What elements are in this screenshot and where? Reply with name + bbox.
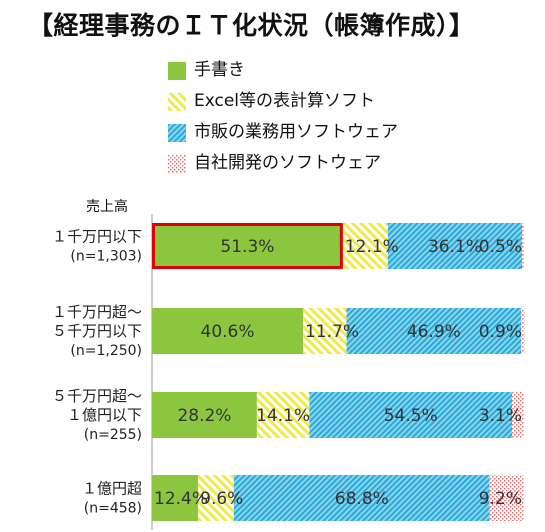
category-n-label-2: (n=255) [84, 427, 142, 443]
bar-segment-commercial-2 [309, 392, 513, 438]
value-label-excel-1: 11.7% [305, 322, 359, 342]
category-n-label-3: (n=458) [84, 501, 142, 517]
chart-title: 【経理事務のＩＴ化状況（帳簿作成）】 [28, 11, 475, 40]
bars-layer: 51.3% 12.1% 36.1%0.5% 40.6% 11.7% 46.9% 0.9% 28… [152, 223, 525, 521]
value-label-handwritten-2: 28.2% [177, 406, 231, 426]
legend-swatch-rect-commercial [168, 124, 186, 142]
category-label-2-0: ５千万円超～ [52, 387, 142, 405]
value-label-inhouse-1: 0.9% [479, 322, 522, 342]
value-label-excel-0: 12.1% [345, 237, 399, 257]
value-label-handwritten-3: 12.4% [154, 489, 208, 509]
bar-row-2: 28.2% 14.1% 54.5% 3.1% [152, 392, 524, 438]
category-label-2-1: １億円以下 [67, 406, 142, 424]
category-label-3-0: １億円超 [82, 480, 142, 498]
bar-segment-commercial-1 [346, 308, 522, 354]
legend-item-handwritten: 手書き [168, 58, 468, 82]
bar-segment-inhouse-2 [512, 392, 524, 438]
bar-segment-commercial-0 [387, 223, 523, 269]
value-label-inhouse-3: 9.2% [479, 489, 522, 509]
category-n-label-0: (n=1,303) [70, 249, 142, 265]
category-label-1-1: ５千万円以下 [52, 322, 142, 340]
axis-header: 売上高 [86, 198, 128, 215]
value-label-handwritten-0: 51.3% [220, 237, 274, 257]
bar-segment-handwritten-3 [152, 475, 199, 521]
value-label-commercial-3: 68.8% [335, 489, 389, 509]
bar-row-1: 40.6% 11.7% 46.9% 0.9% [152, 308, 525, 354]
value-label-handwritten-1: 40.6% [201, 322, 255, 342]
legend-label-inhouse: 自社開発のソフトウェア [194, 153, 381, 173]
value-label-commercial-0: 36.1% [428, 237, 482, 257]
bar-segment-excel-1 [303, 308, 347, 354]
bar-segment-inhouse-3 [489, 475, 524, 521]
legend-swatch-rect-inhouse [168, 155, 186, 173]
category-label-0-0: １千万円以下 [52, 228, 142, 246]
legend-swatch-fill-handwritten [168, 62, 186, 80]
bar-segment-inhouse-1 [521, 308, 525, 354]
bar-segment-inhouse-0 [522, 223, 524, 269]
legend-swatch-excel [168, 93, 186, 111]
bar-segment-handwritten-0 [152, 223, 343, 269]
value-label-inhouse-2: 3.1% [479, 406, 522, 426]
legend-swatch-fill-excel [168, 93, 186, 111]
legend-item-excel: Excel等の表計算ソフト [168, 89, 468, 113]
highlight-box [152, 223, 343, 269]
value-label-inhouse-0: 0.5% [479, 237, 522, 257]
bar-segment-handwritten-1 [152, 308, 304, 354]
legend-label-handwritten: 手書き [194, 60, 245, 80]
bar-segment-excel-2 [256, 392, 310, 438]
legend-swatch-fill-inhouse [168, 155, 186, 173]
value-label-commercial-2: 54.5% [384, 406, 438, 426]
bar-row-3: 12.4%9.6% 68.8% 9.2% [152, 475, 524, 521]
legend-swatch-rect-excel [168, 93, 186, 111]
bar-segment-excel-3 [198, 475, 234, 521]
bar-segment-excel-0 [342, 223, 388, 269]
legend-swatch-commercial [168, 124, 186, 142]
value-label-excel-3: 9.6% [200, 489, 243, 509]
bar-segment-commercial-3 [233, 475, 490, 521]
legend-item-inhouse: 自社開発のソフトウェア [168, 151, 468, 175]
legend-swatch-fill-commercial [168, 124, 186, 142]
value-label-commercial-1: 46.9% [407, 322, 461, 342]
category-labels-layer: １千万円以下 (n=1,303) １千万円超～５千万円以下 (n=1,250) ５千万円… [52, 228, 142, 517]
legend-swatch-inhouse [168, 155, 186, 173]
category-label-1-0: １千万円超～ [52, 303, 142, 321]
legend-swatch-rect-handwritten [168, 62, 186, 80]
legend-swatch-handwritten [168, 62, 186, 80]
value-label-excel-2: 14.1% [256, 406, 310, 426]
bar-row-0: 51.3% 12.1% 36.1%0.5% [152, 223, 524, 269]
legend-item-commercial: 市販の業務用ソフトウェア [168, 120, 468, 144]
category-n-label-1: (n=1,250) [70, 343, 142, 359]
bar-segment-handwritten-2 [152, 392, 257, 438]
legend-label-excel: Excel等の表計算ソフト [194, 91, 376, 111]
legend-label-commercial: 市販の業務用ソフトウェア [194, 122, 398, 142]
